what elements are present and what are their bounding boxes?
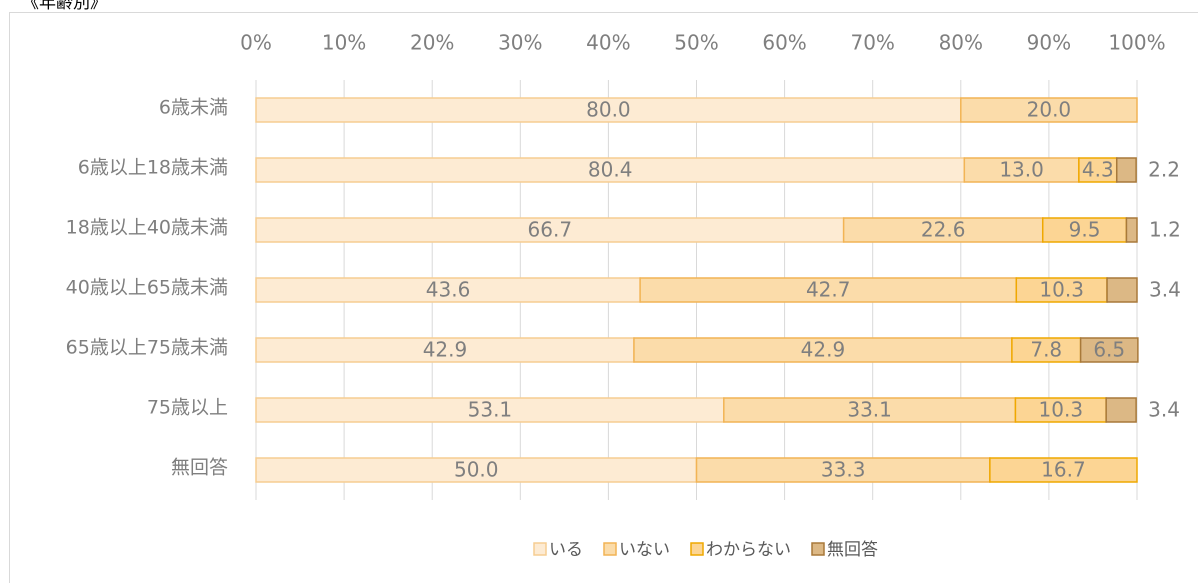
- x-tick-label: 20%: [410, 31, 454, 55]
- x-tick-label: 30%: [498, 31, 542, 55]
- legend-label: わからない: [706, 540, 791, 560]
- bar-segment: [1105, 397, 1137, 423]
- legend-label: 無回答: [827, 540, 878, 560]
- y-tick-label: 75歳以上: [147, 397, 228, 419]
- data-label: 42.9: [423, 338, 468, 362]
- y-tick-label: 40歳以上65歳未満: [66, 277, 228, 299]
- data-label: 7.8: [1030, 338, 1062, 362]
- legend-swatch: [603, 542, 617, 556]
- bar-segment: [960, 97, 1138, 123]
- bar-segment: [963, 157, 1080, 183]
- bar-segment: [639, 277, 1018, 303]
- data-label: 42.7: [806, 278, 851, 302]
- bar-segment: [1125, 217, 1138, 243]
- data-label: 20.0: [1027, 98, 1072, 122]
- data-label: 10.3: [1039, 278, 1084, 302]
- data-label: 22.6: [921, 218, 966, 242]
- x-tick-label: 100%: [1108, 31, 1165, 55]
- bar-segment: [255, 217, 845, 243]
- data-label: 3.4: [1148, 398, 1180, 422]
- data-label: 13.0: [999, 158, 1044, 182]
- data-label: 80.4: [588, 158, 633, 182]
- data-label: 9.5: [1069, 218, 1101, 242]
- bar-segment: [1115, 157, 1137, 183]
- bar-segment: [1079, 337, 1139, 363]
- y-tick-label: 65歳以上75歳未満: [66, 337, 228, 359]
- data-label: 50.0: [454, 458, 499, 482]
- bar-segment: [842, 217, 1044, 243]
- data-label: 53.1: [468, 398, 513, 422]
- legend-swatch: [533, 542, 547, 556]
- data-label: 33.3: [821, 458, 866, 482]
- x-tick-label: 80%: [939, 31, 983, 55]
- legend-swatch: [811, 542, 825, 556]
- x-tick-label: 40%: [586, 31, 630, 55]
- bar-segment: [1015, 277, 1108, 303]
- data-label: 66.7: [528, 218, 573, 242]
- x-tick-label: 90%: [1027, 31, 1071, 55]
- bar-segment: [255, 157, 966, 183]
- x-tick-label: 10%: [322, 31, 366, 55]
- data-label: 4.3: [1082, 158, 1114, 182]
- data-label: 33.1: [847, 398, 892, 422]
- bar-segment: [255, 397, 725, 423]
- data-label: 2.2: [1148, 158, 1180, 182]
- y-tick-label: 6歳未満: [159, 97, 228, 119]
- data-label: 6.5: [1093, 338, 1125, 362]
- bar-segment: [989, 457, 1138, 483]
- x-tick-label: 0%: [240, 31, 272, 55]
- data-label: 43.6: [426, 278, 471, 302]
- data-label: 80.0: [586, 98, 631, 122]
- bar-segment: [1041, 217, 1128, 243]
- data-label: 3.4: [1149, 278, 1181, 302]
- y-tick-label: 18歳以上40歳未満: [66, 217, 228, 239]
- chart-title: 《年齢別》: [22, 0, 107, 13]
- y-tick-label: 6歳以上18歳未満: [78, 157, 228, 179]
- legend-swatch: [690, 542, 704, 556]
- legend-label: いない: [619, 540, 670, 560]
- data-label: 42.9: [801, 338, 846, 362]
- data-label: 10.3: [1039, 398, 1084, 422]
- bar-segment: [1106, 277, 1138, 303]
- x-tick-label: 60%: [762, 31, 806, 55]
- data-label: 1.2: [1149, 218, 1181, 242]
- bar-segment: [255, 277, 641, 303]
- y-tick-label: 無回答: [171, 457, 228, 479]
- x-tick-label: 50%: [674, 31, 718, 55]
- x-tick-label: 70%: [850, 31, 894, 55]
- legend-label: いる: [549, 540, 583, 560]
- bar-segment: [255, 337, 635, 363]
- data-label: 16.7: [1041, 458, 1086, 482]
